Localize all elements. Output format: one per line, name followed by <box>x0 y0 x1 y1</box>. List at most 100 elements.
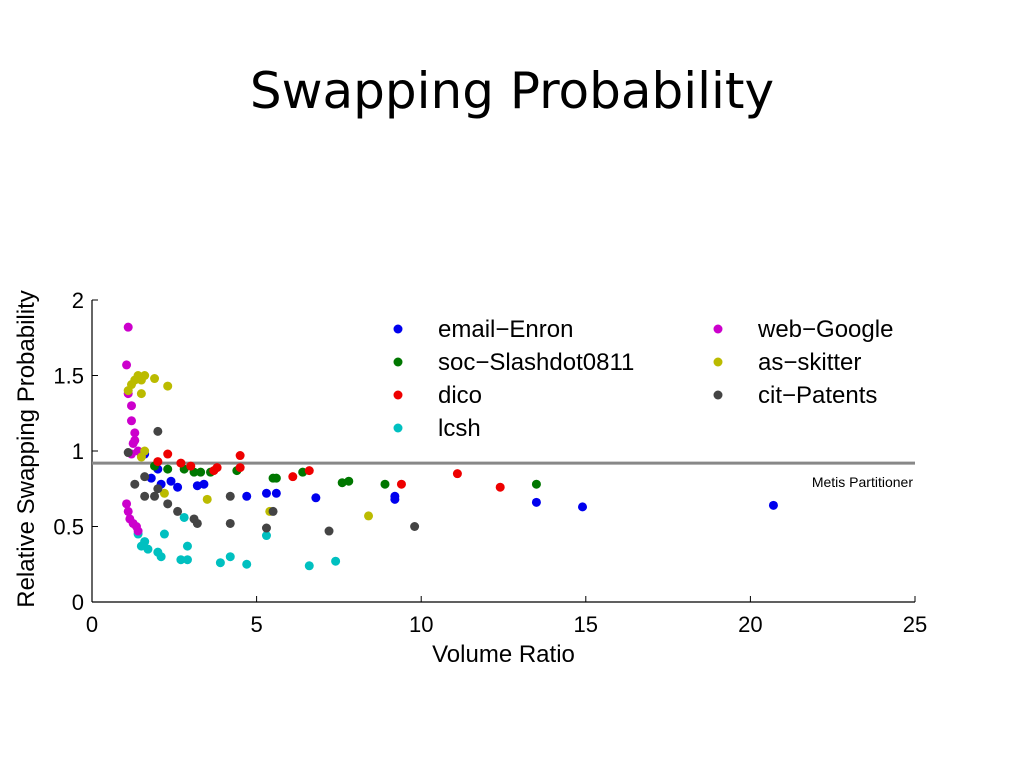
legend-entry-label: soc−Slashdot0811 <box>438 349 634 376</box>
data-point <box>159 529 169 539</box>
data-point <box>123 322 133 332</box>
data-point <box>578 502 588 512</box>
x-tick-label: 10 <box>409 612 433 637</box>
data-point <box>225 518 235 528</box>
data-point <box>176 458 186 468</box>
data-point <box>531 497 541 507</box>
data-point <box>163 381 173 391</box>
y-tick-label: 1 <box>72 439 84 464</box>
data-point <box>130 479 140 489</box>
data-point <box>136 389 146 399</box>
data-point <box>199 479 209 489</box>
data-point <box>123 448 133 458</box>
data-point <box>182 541 192 551</box>
data-point <box>173 482 183 492</box>
data-point <box>215 558 225 568</box>
x-tick-label: 20 <box>738 612 762 637</box>
data-point <box>768 500 778 510</box>
data-point <box>127 401 137 411</box>
data-point <box>153 484 163 494</box>
series-1 <box>150 461 541 489</box>
data-point <box>143 544 153 554</box>
legend-marker <box>713 390 723 400</box>
data-point <box>140 537 150 547</box>
data-point <box>150 374 160 384</box>
data-point <box>311 493 321 503</box>
data-point <box>452 469 462 479</box>
y-axis-label: Relative Swapping Probability <box>13 290 40 608</box>
data-point <box>410 522 420 531</box>
data-point <box>163 449 173 459</box>
data-point <box>186 461 196 471</box>
data-point <box>163 464 173 474</box>
data-points <box>122 322 778 571</box>
legend-marker <box>393 390 403 400</box>
legend-entry-label: as−skitter <box>758 349 861 376</box>
data-point <box>304 561 314 571</box>
legend-entry-label: web−Google <box>757 316 893 343</box>
data-point <box>133 526 143 536</box>
data-point <box>130 428 140 438</box>
data-point <box>390 491 400 501</box>
data-point <box>136 452 146 462</box>
data-point <box>225 491 235 501</box>
series-0 <box>140 449 778 512</box>
data-point <box>225 552 235 562</box>
data-point <box>166 476 176 486</box>
data-point <box>344 476 354 486</box>
data-point <box>242 491 252 501</box>
x-tick-label: 5 <box>250 612 262 637</box>
y-tick-label: 0.5 <box>53 515 84 540</box>
data-point <box>242 559 252 569</box>
x-tick-label: 0 <box>86 612 98 637</box>
data-point <box>396 479 406 489</box>
data-point <box>364 511 374 521</box>
x-axis-label: Volume Ratio <box>432 641 575 668</box>
data-point <box>212 463 222 473</box>
data-point <box>192 518 202 528</box>
data-point <box>127 416 137 426</box>
data-point <box>271 488 281 498</box>
data-point <box>173 506 183 516</box>
data-point <box>261 523 271 533</box>
data-point <box>196 467 206 477</box>
data-point <box>179 512 189 522</box>
legend-marker <box>713 324 723 334</box>
data-point <box>235 451 245 461</box>
legend-marker <box>393 324 403 334</box>
ticks: 0 5 10 15 20 25 0 0.5 1 1.5 2 <box>53 288 927 637</box>
data-point <box>268 506 278 516</box>
data-point <box>261 488 271 498</box>
x-tick-label: 15 <box>574 612 598 637</box>
data-point <box>182 555 192 565</box>
reference-line-label: Metis Partitioner <box>812 474 913 490</box>
series-4 <box>122 322 146 536</box>
data-point <box>288 472 298 482</box>
slide-title: Swapping Probability <box>249 62 775 120</box>
data-point <box>235 463 245 473</box>
legend-marker <box>393 423 403 433</box>
data-point <box>123 506 133 516</box>
data-point <box>271 473 281 483</box>
y-tick-label: 0 <box>72 590 84 615</box>
data-point <box>304 466 314 476</box>
legend-entry-label: cit−Patents <box>758 382 877 409</box>
data-point <box>380 479 390 489</box>
series-2 <box>153 449 505 492</box>
data-point <box>163 499 173 509</box>
data-point <box>531 479 541 489</box>
legend-entry-label: email−Enron <box>438 316 573 343</box>
series-6 <box>123 426 420 536</box>
y-tick-label: 2 <box>72 288 84 313</box>
data-point <box>140 491 150 501</box>
legend-entry-label: dico <box>438 382 482 409</box>
series-3 <box>133 512 341 571</box>
data-point <box>140 472 150 482</box>
data-point <box>122 499 132 509</box>
data-point <box>156 552 166 562</box>
data-point <box>495 482 505 492</box>
data-point <box>176 555 186 565</box>
legend-marker <box>393 357 403 367</box>
data-point <box>324 526 334 536</box>
